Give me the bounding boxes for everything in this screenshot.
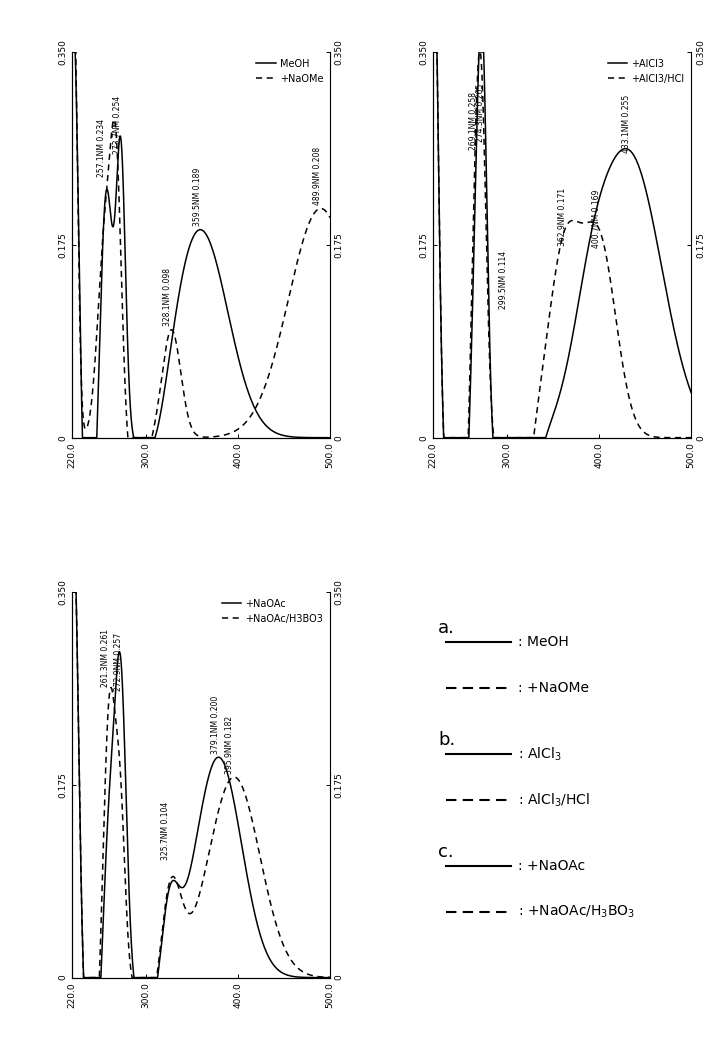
Text: 362.9NM 0.171: 362.9NM 0.171 [558, 188, 567, 245]
Text: 325.7NM 0.104: 325.7NM 0.104 [161, 802, 171, 860]
Text: 359.5NM 0.189: 359.5NM 0.189 [193, 167, 202, 226]
Text: 299.5NM 0.114: 299.5NM 0.114 [499, 251, 508, 309]
Legend: +NaOAc, +NaOAc/H3BO3: +NaOAc, +NaOAc/H3BO3 [218, 595, 327, 627]
Text: 257.1NM 0.234: 257.1NM 0.234 [97, 119, 106, 177]
Text: : +NaOAc: : +NaOAc [518, 859, 585, 873]
Text: c.: c. [438, 842, 454, 861]
Text: 273.7NM 0.254: 273.7NM 0.254 [112, 97, 122, 155]
Text: 400.7NM 0.169: 400.7NM 0.169 [592, 189, 600, 249]
Text: : AlCl$_3$/HCl: : AlCl$_3$/HCl [518, 791, 590, 809]
Legend: +AlCl3, +AlCl3/HCl: +AlCl3, +AlCl3/HCl [604, 55, 688, 87]
Text: : +NaOAc/H$_3$BO$_3$: : +NaOAc/H$_3$BO$_3$ [518, 904, 636, 920]
Text: 489.9NM 0.208: 489.9NM 0.208 [312, 147, 322, 205]
Text: : +NaOMe: : +NaOMe [518, 681, 590, 696]
Text: a.: a. [438, 619, 455, 636]
Text: 274.3NM 0.265: 274.3NM 0.265 [476, 84, 485, 142]
Text: 261.3NM 0.261: 261.3NM 0.261 [101, 629, 109, 686]
Text: : AlCl$_3$: : AlCl$_3$ [518, 746, 562, 762]
Legend: MeOH, +NaOMe: MeOH, +NaOMe [253, 55, 327, 87]
Text: 379.1NM 0.200: 379.1NM 0.200 [211, 696, 220, 754]
Text: 328.1NM 0.098: 328.1NM 0.098 [163, 268, 172, 327]
Text: 272.9NM 0.257: 272.9NM 0.257 [114, 633, 122, 692]
Text: b.: b. [438, 731, 456, 749]
Text: 269.1NM 0.258: 269.1NM 0.258 [469, 93, 478, 150]
Text: 395.9NM 0.182: 395.9NM 0.182 [225, 716, 234, 774]
Text: 433.1NM 0.255: 433.1NM 0.255 [622, 95, 631, 153]
Text: : MeOH: : MeOH [518, 635, 569, 649]
